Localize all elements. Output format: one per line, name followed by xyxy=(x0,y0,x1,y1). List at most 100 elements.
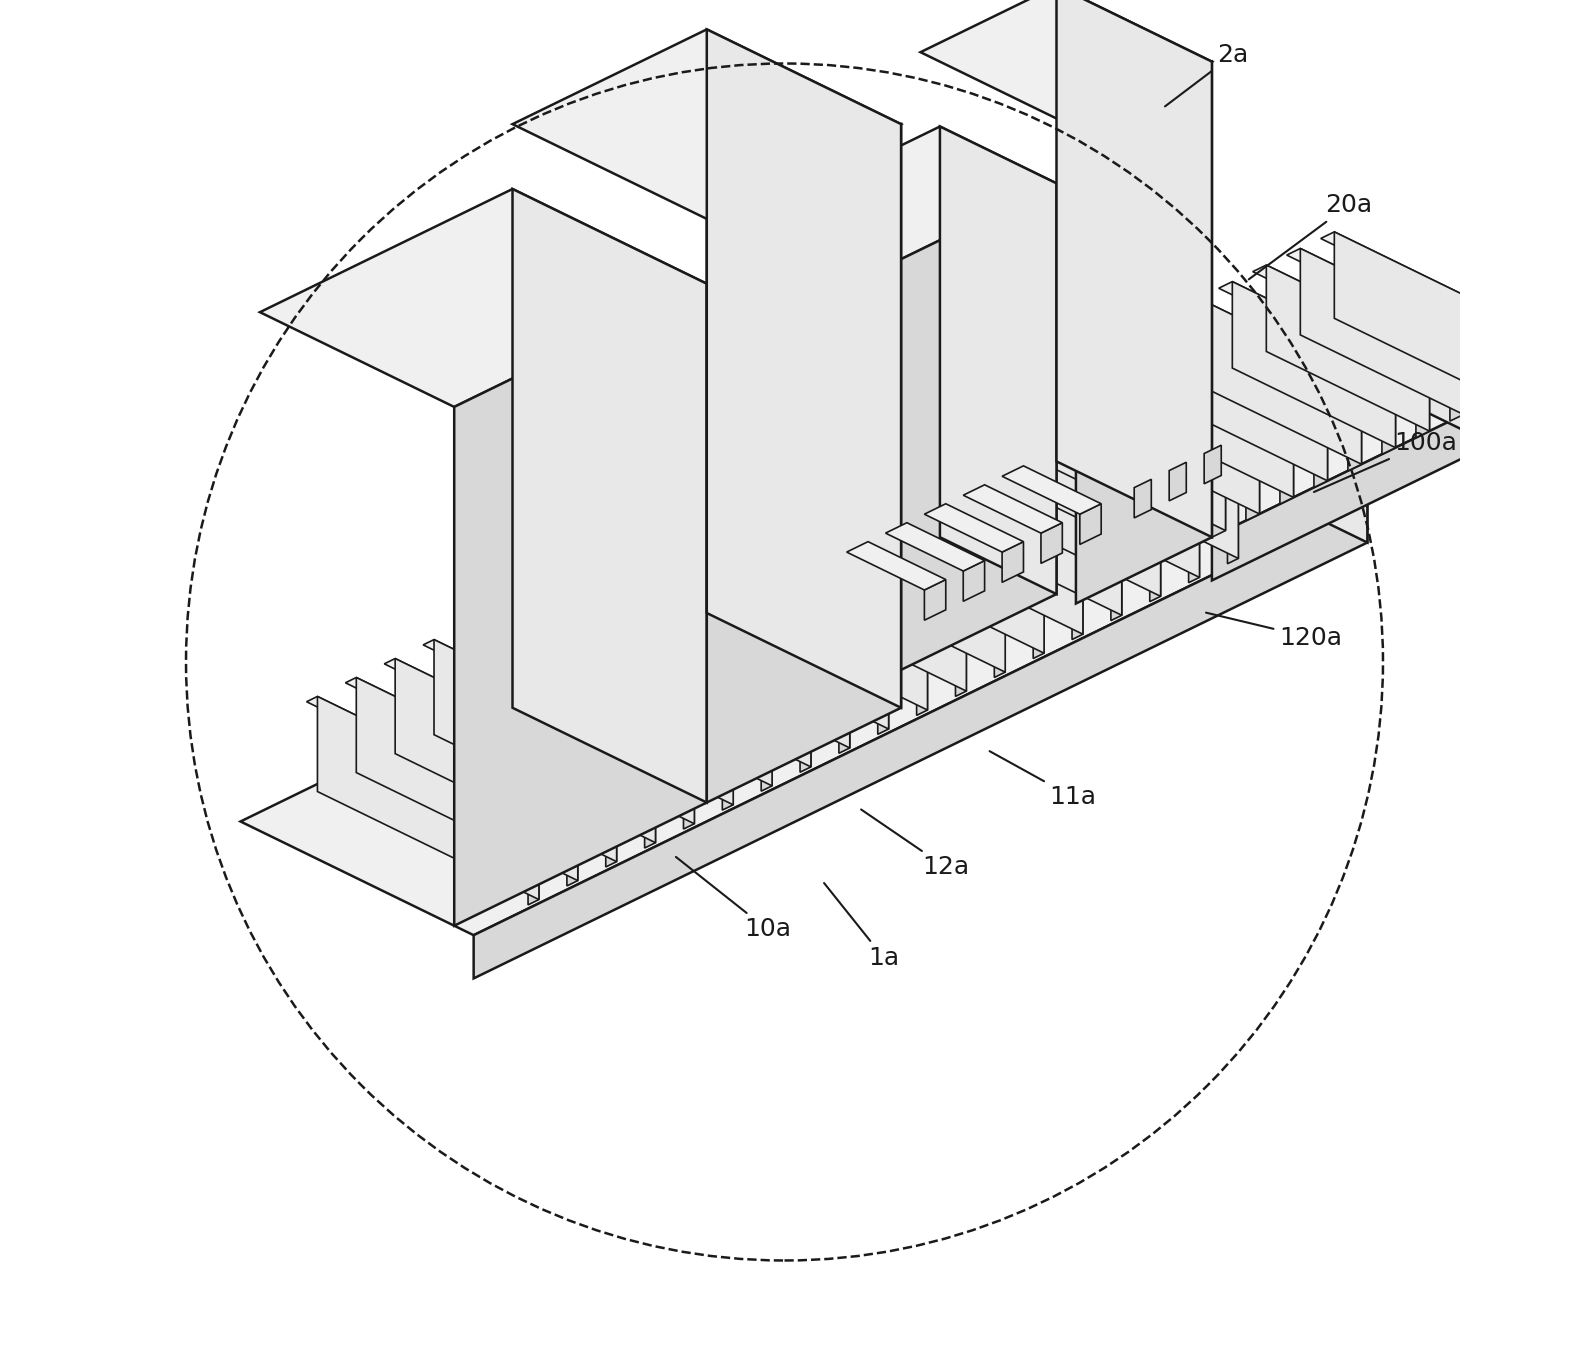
Polygon shape xyxy=(1450,328,1464,422)
Polygon shape xyxy=(861,431,1083,634)
Polygon shape xyxy=(667,526,888,730)
Polygon shape xyxy=(1056,0,1211,538)
Polygon shape xyxy=(706,124,901,802)
Polygon shape xyxy=(1203,446,1221,484)
Polygon shape xyxy=(967,374,1199,488)
Polygon shape xyxy=(590,563,811,767)
Polygon shape xyxy=(345,677,577,790)
Text: 11a: 11a xyxy=(990,751,1097,809)
Polygon shape xyxy=(811,450,1043,563)
Polygon shape xyxy=(529,804,538,905)
Polygon shape xyxy=(1189,482,1199,582)
Polygon shape xyxy=(1003,542,1023,582)
Polygon shape xyxy=(774,469,1006,582)
Polygon shape xyxy=(1006,355,1238,469)
Polygon shape xyxy=(1169,462,1186,501)
Polygon shape xyxy=(1062,365,1225,531)
Polygon shape xyxy=(384,658,617,771)
Polygon shape xyxy=(1329,322,1492,444)
Polygon shape xyxy=(1076,62,1211,604)
Polygon shape xyxy=(734,488,967,601)
Polygon shape xyxy=(472,620,695,824)
Polygon shape xyxy=(1287,249,1464,335)
Polygon shape xyxy=(513,189,706,802)
Polygon shape xyxy=(645,747,656,848)
Text: 120a: 120a xyxy=(1207,612,1341,650)
Text: 12a: 12a xyxy=(861,809,970,880)
Polygon shape xyxy=(1321,232,1497,317)
Polygon shape xyxy=(461,620,695,734)
Polygon shape xyxy=(863,184,1056,689)
Polygon shape xyxy=(901,412,1122,615)
Polygon shape xyxy=(618,544,850,658)
Polygon shape xyxy=(551,582,772,786)
Polygon shape xyxy=(1232,281,1395,447)
Polygon shape xyxy=(1134,385,1367,543)
Polygon shape xyxy=(924,580,946,620)
Polygon shape xyxy=(1083,349,1260,434)
Text: 100a: 100a xyxy=(1313,431,1456,492)
Polygon shape xyxy=(395,658,617,862)
Polygon shape xyxy=(1150,501,1161,601)
Polygon shape xyxy=(745,127,1056,278)
Polygon shape xyxy=(1003,466,1101,515)
Polygon shape xyxy=(890,412,1122,526)
Polygon shape xyxy=(1185,299,1362,385)
Polygon shape xyxy=(1199,299,1362,465)
Polygon shape xyxy=(1246,427,1260,520)
Polygon shape xyxy=(1040,523,1062,563)
Polygon shape xyxy=(628,544,850,748)
Polygon shape xyxy=(722,709,733,811)
Polygon shape xyxy=(656,526,888,639)
Polygon shape xyxy=(1415,345,1429,438)
Text: 20a: 20a xyxy=(1249,193,1371,280)
Polygon shape xyxy=(1211,444,1225,538)
Polygon shape xyxy=(1111,520,1122,620)
Polygon shape xyxy=(240,385,1367,935)
Polygon shape xyxy=(1382,361,1395,454)
Polygon shape xyxy=(684,728,695,830)
Polygon shape xyxy=(579,563,811,677)
Polygon shape xyxy=(916,615,927,715)
Polygon shape xyxy=(1134,480,1152,517)
Polygon shape xyxy=(706,30,901,708)
Polygon shape xyxy=(940,127,1056,594)
Polygon shape xyxy=(1211,401,1492,581)
Polygon shape xyxy=(847,542,946,590)
Polygon shape xyxy=(1348,378,1362,471)
Polygon shape xyxy=(317,696,538,900)
Polygon shape xyxy=(566,785,577,886)
Polygon shape xyxy=(1017,355,1238,558)
Polygon shape xyxy=(435,639,656,843)
Polygon shape xyxy=(877,634,888,735)
Polygon shape xyxy=(1484,312,1497,404)
Polygon shape xyxy=(929,393,1161,507)
Polygon shape xyxy=(822,450,1043,653)
Polygon shape xyxy=(1150,315,1327,401)
Polygon shape xyxy=(940,393,1161,596)
Polygon shape xyxy=(1252,265,1429,351)
Polygon shape xyxy=(1097,349,1260,513)
Text: 1a: 1a xyxy=(824,884,899,970)
Polygon shape xyxy=(745,488,967,692)
Polygon shape xyxy=(800,671,811,773)
Polygon shape xyxy=(424,639,656,753)
Polygon shape xyxy=(453,284,706,925)
Polygon shape xyxy=(924,504,1023,553)
Polygon shape xyxy=(511,601,733,805)
Polygon shape xyxy=(1048,365,1225,451)
Polygon shape xyxy=(956,596,967,696)
Polygon shape xyxy=(1032,558,1043,658)
Polygon shape xyxy=(1301,249,1464,415)
Polygon shape xyxy=(963,561,985,601)
Polygon shape xyxy=(501,601,733,715)
Polygon shape xyxy=(1117,331,1293,417)
Polygon shape xyxy=(706,507,927,711)
Polygon shape xyxy=(606,766,617,867)
Polygon shape xyxy=(1266,265,1429,431)
Polygon shape xyxy=(885,523,985,571)
Polygon shape xyxy=(1227,463,1238,563)
Polygon shape xyxy=(963,485,1062,534)
Polygon shape xyxy=(977,374,1199,577)
Polygon shape xyxy=(260,189,706,407)
